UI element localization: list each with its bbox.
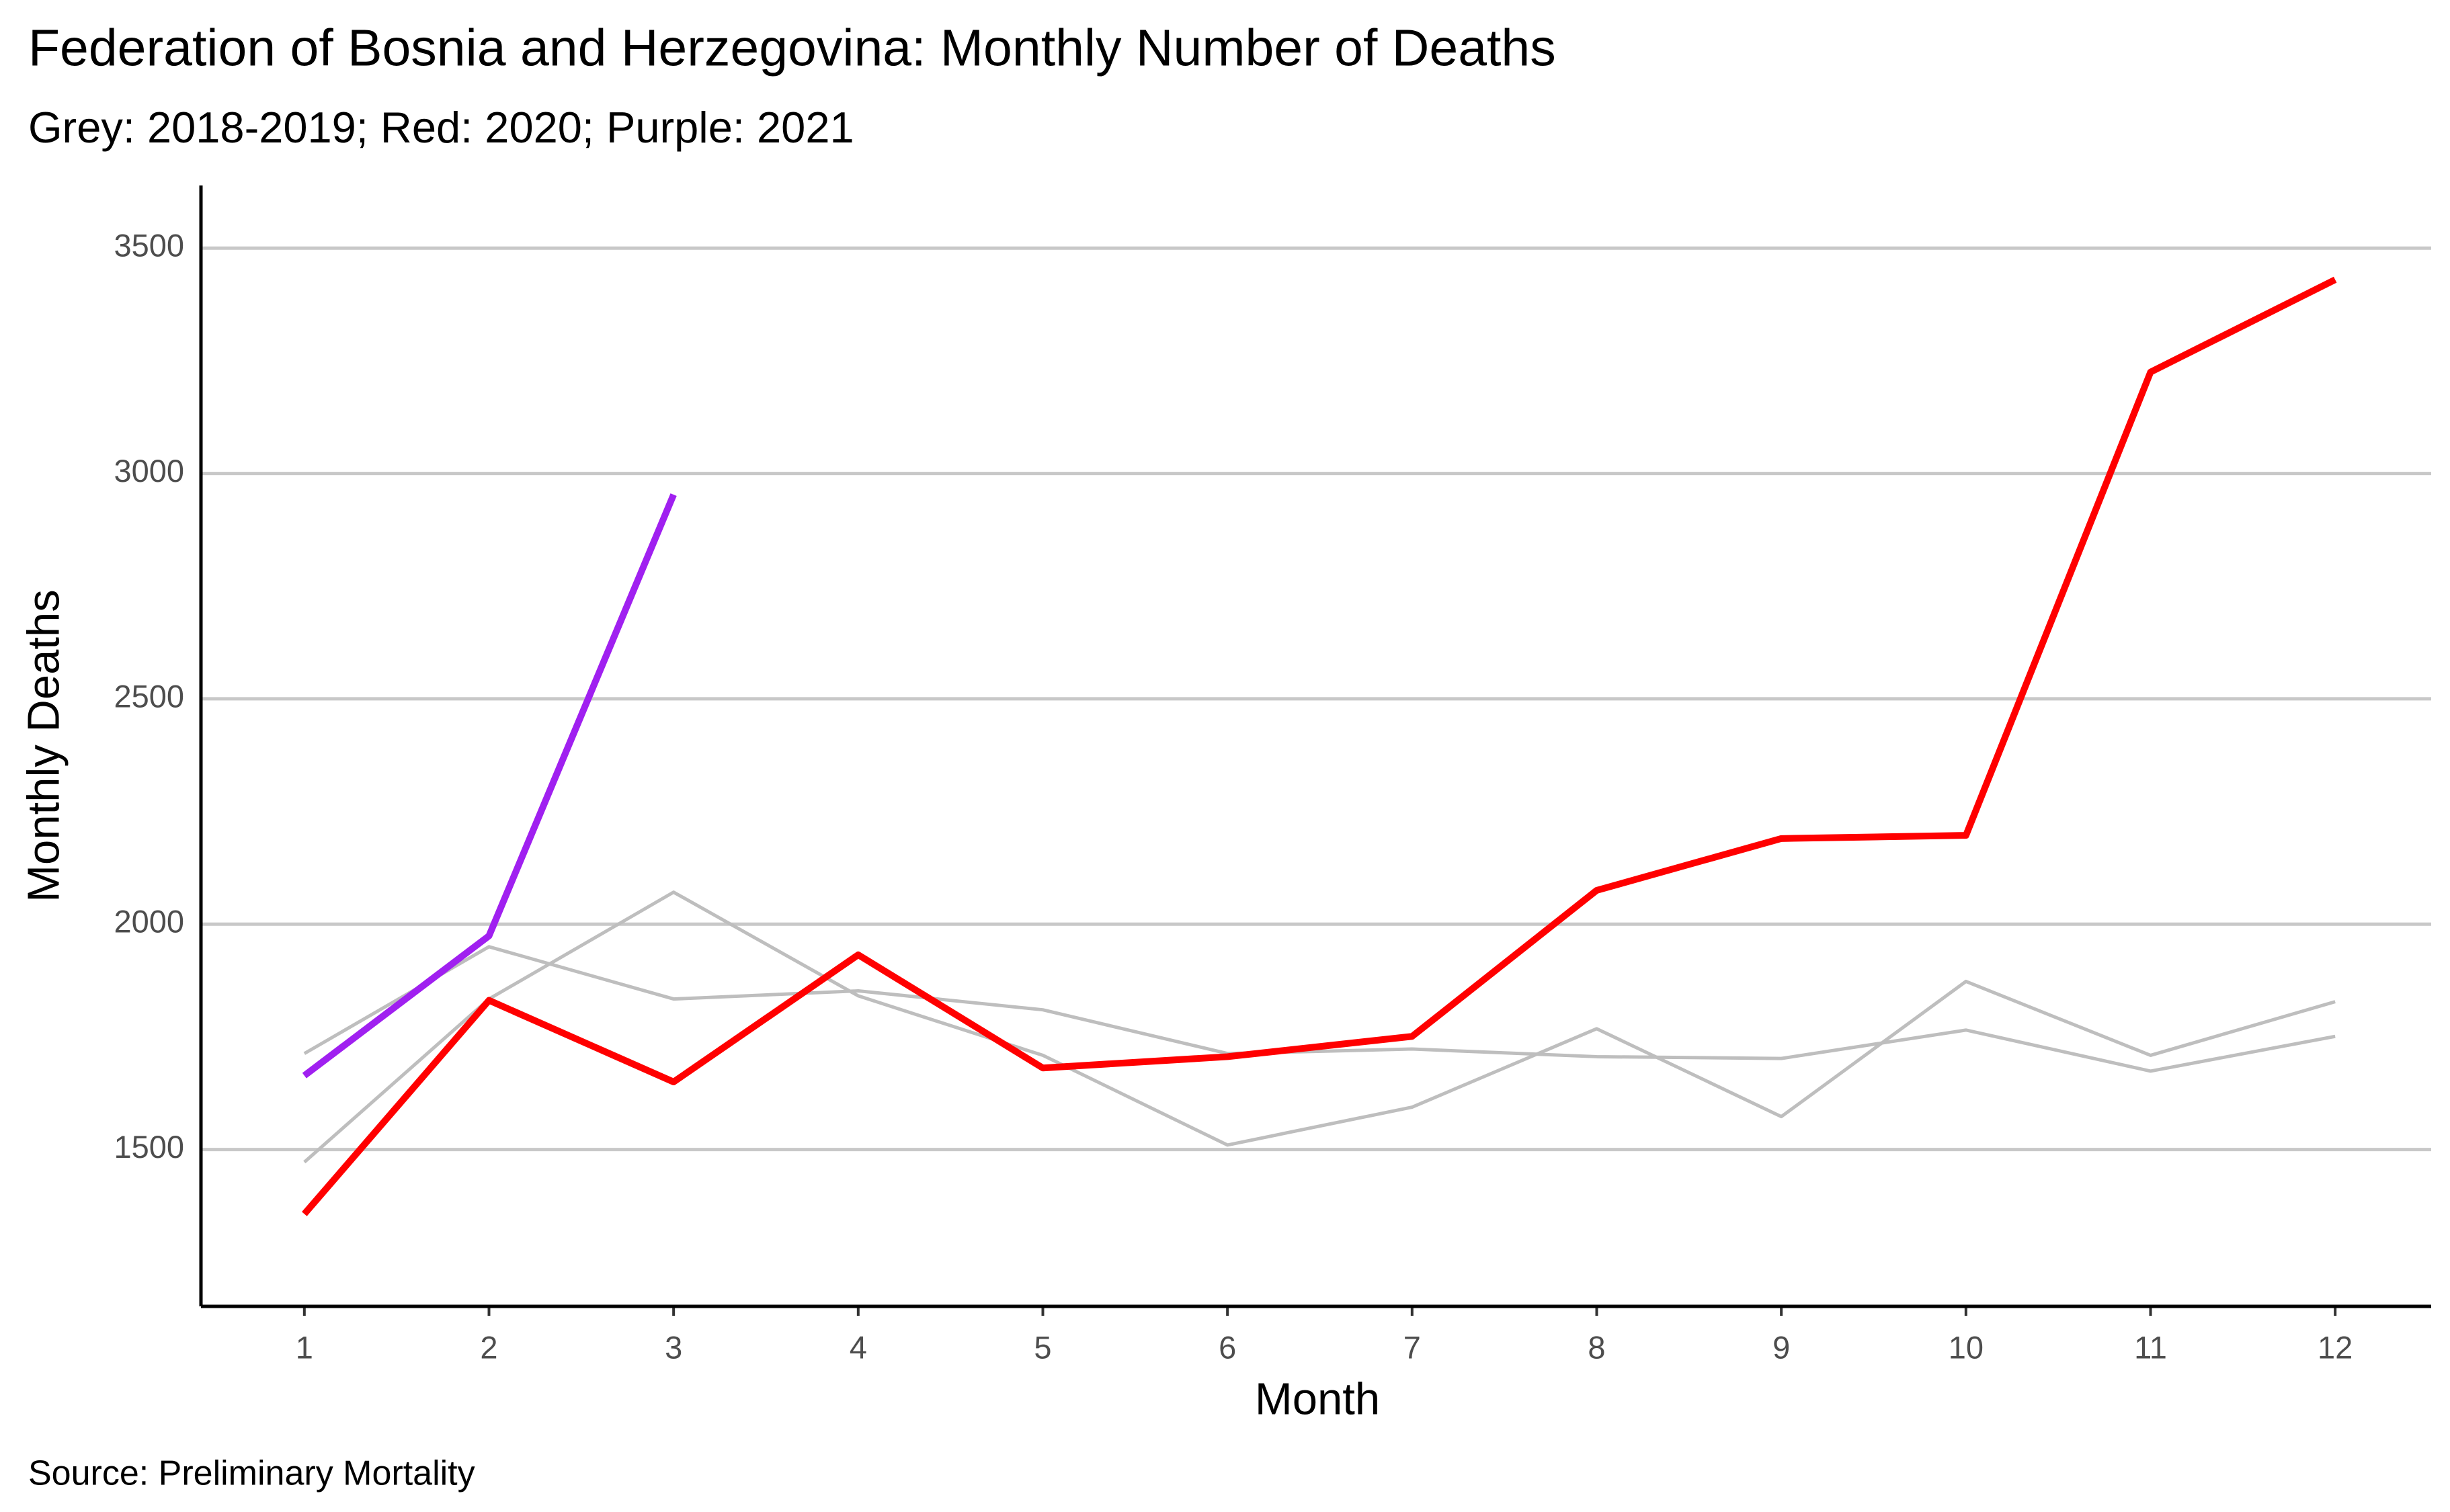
line-series (302, 493, 677, 1079)
y-tick-label: 3500 (114, 228, 184, 263)
x-tick-label: 5 (1034, 1329, 1051, 1365)
y-tick-label: 2500 (114, 678, 184, 714)
y-tick-label: 3000 (114, 453, 184, 489)
line-series (302, 276, 2337, 1216)
x-axis-title: Month (1255, 1374, 1380, 1425)
x-tick-label: 12 (2318, 1329, 2353, 1365)
line-series (303, 945, 2336, 1073)
chart-title: Federation of Bosnia and Herzegovina: Mo… (28, 19, 1556, 77)
x-tick-label: 6 (1219, 1329, 1236, 1365)
x-tick-label: 4 (850, 1329, 867, 1365)
line-series (303, 890, 2336, 1164)
chart-subtitle: Grey: 2018-2019; Red: 2020; Purple: 2021 (28, 103, 854, 152)
x-tick-label: 1 (296, 1329, 313, 1365)
x-tick-label: 3 (665, 1329, 682, 1365)
x-tick-label: 9 (1772, 1329, 1790, 1365)
x-tick-label: 10 (1949, 1329, 1984, 1365)
y-tick-label: 1500 (114, 1129, 184, 1165)
x-tick-label: 11 (2134, 1329, 2167, 1365)
caption: Source: Preliminary Mortality (28, 1454, 475, 1493)
x-tick-label: 2 (480, 1329, 497, 1365)
x-tick-label: 7 (1403, 1329, 1421, 1365)
y-tick-label: 2000 (114, 904, 184, 939)
x-tick-label: 8 (1588, 1329, 1605, 1365)
y-axis-title: Monthly Deaths (19, 589, 69, 902)
